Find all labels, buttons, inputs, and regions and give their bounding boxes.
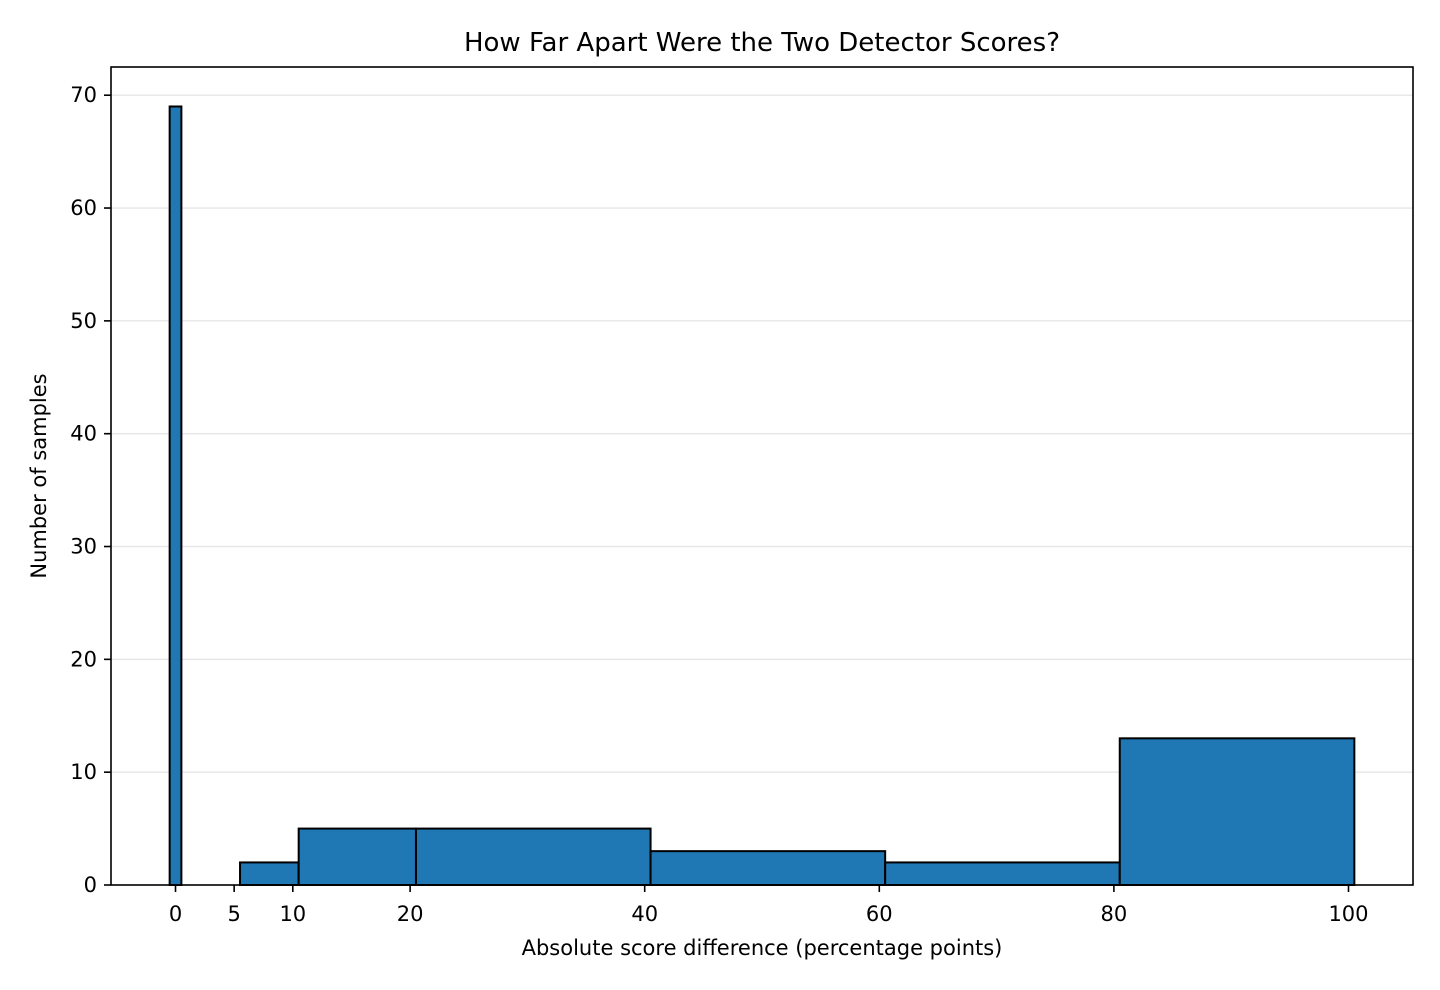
x-tick-label-5: 60	[866, 902, 893, 926]
x-tick-label-2: 10	[279, 902, 306, 926]
x-tick-label-3: 20	[397, 902, 424, 926]
bar-3	[414, 827, 652, 886]
plot-frame	[110, 66, 1414, 886]
y-tick-label-4: 40	[70, 422, 97, 446]
y-tick-label-2: 20	[70, 647, 97, 671]
x-tick-label-7: 100	[1328, 902, 1368, 926]
bar-2	[297, 827, 417, 886]
y-tick-label-1: 10	[70, 760, 97, 784]
x-axis-label: Absolute score difference (percentage po…	[522, 936, 1003, 960]
bar-1	[239, 861, 300, 887]
y-axis-label: Number of samples	[27, 373, 51, 578]
bar-0	[168, 105, 183, 886]
x-axis-ticks: 0 5 10 20 40 60 80 100	[169, 885, 1369, 926]
x-tick-label-4: 40	[631, 902, 658, 926]
y-tick-label-7: 70	[70, 83, 97, 107]
bar-6	[1118, 737, 1356, 887]
x-tick-label-0: 0	[169, 902, 182, 926]
y-tick-label-5: 50	[70, 309, 97, 333]
y-tick-label-0: 0	[84, 873, 97, 897]
bar-5	[884, 861, 1121, 887]
chart-title: How Far Apart Were the Two Detector Scor…	[464, 28, 1060, 58]
grid-lines	[111, 94, 1413, 773]
bar-4	[649, 850, 887, 887]
x-tick-label-6: 80	[1101, 902, 1128, 926]
y-tick-label-6: 60	[70, 196, 97, 220]
y-axis-ticks: 0 10 20 30 40 50 60 70	[70, 83, 111, 897]
y-tick-label-3: 30	[70, 535, 97, 559]
x-tick-label-1: 5	[227, 902, 240, 926]
histogram-bars	[168, 105, 1356, 887]
